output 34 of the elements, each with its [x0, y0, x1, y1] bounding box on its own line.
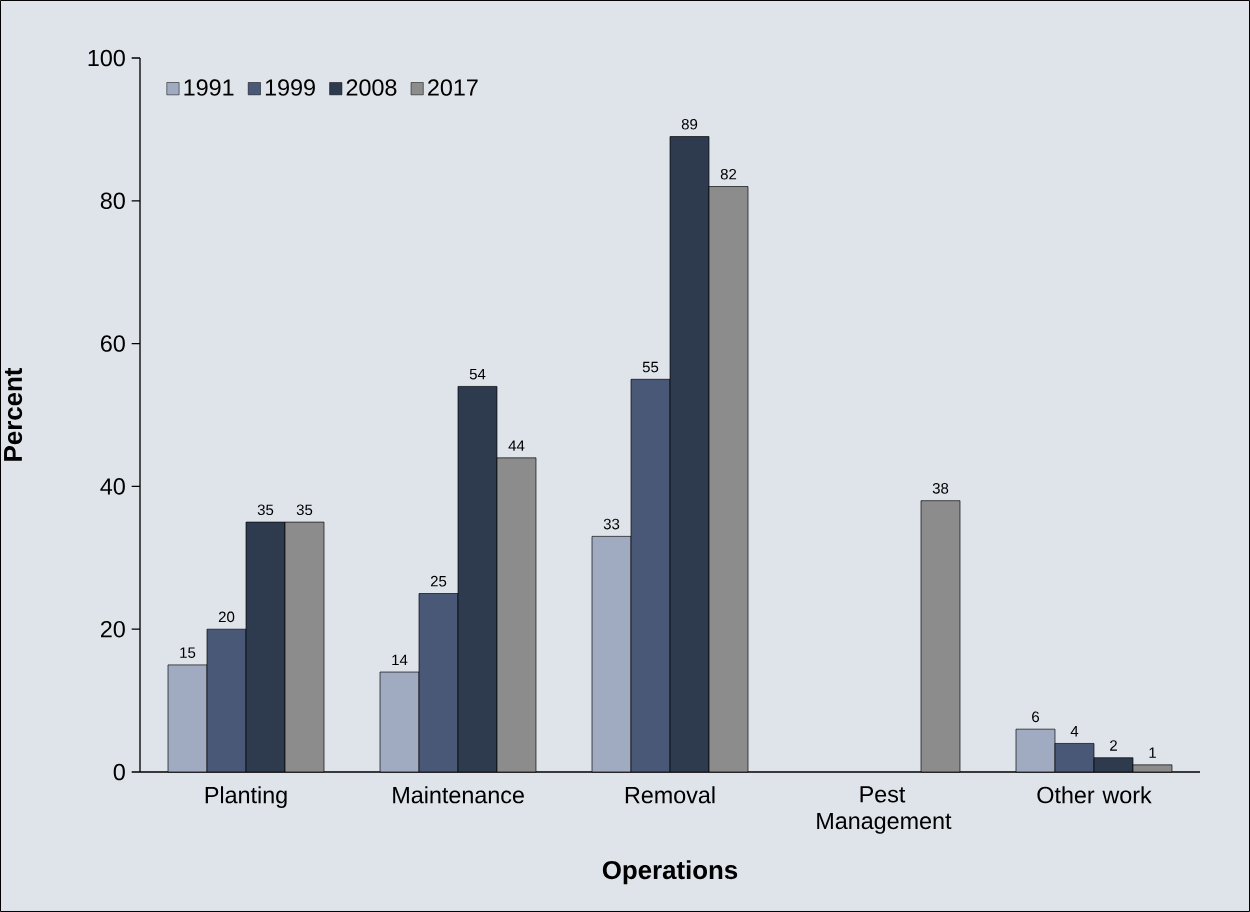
legend-label: 1999: [265, 79, 315, 96]
data-label: 35: [296, 504, 313, 516]
y-tick-label: 80: [100, 192, 125, 210]
y-tick-label: 20: [101, 620, 125, 638]
data-label: 6: [1032, 711, 1040, 723]
data-label: 20: [218, 611, 235, 623]
y-tick-label: 0: [113, 763, 125, 781]
x-tick-label: Planting: [205, 786, 287, 808]
data-label: 25: [430, 575, 447, 587]
data-label: 2: [1110, 740, 1117, 751]
data-label: 38: [932, 483, 949, 494]
data-label: 1: [1149, 747, 1156, 758]
legend-label: 2008: [346, 79, 397, 96]
legend-label: 2017: [428, 79, 478, 96]
data-label: 35: [257, 504, 274, 516]
y-axis-title: Percent: [4, 367, 23, 461]
x-tick-label: Pest Management: [817, 786, 952, 834]
data-label: 55: [642, 361, 659, 373]
y-tick-label: 40: [100, 478, 125, 495]
data-label: 54: [469, 368, 486, 380]
y-tick-label: 100: [88, 49, 125, 67]
data-label: 89: [681, 118, 698, 130]
y-tick-label: 60: [101, 335, 125, 352]
x-tick-label: Maintenance: [393, 786, 524, 804]
data-label: 14: [392, 654, 408, 666]
x-tick-label: Other work: [1037, 786, 1152, 804]
data-label: 82: [720, 168, 737, 180]
data-label: 33: [603, 518, 620, 530]
legend-label: 1991: [184, 79, 234, 96]
x-tick-label: Removal: [625, 786, 715, 804]
data-label: 4: [1070, 726, 1079, 737]
data-label: 44: [508, 440, 525, 451]
x-axis-title: Operations: [602, 860, 738, 885]
data-label: 15: [180, 647, 196, 658]
